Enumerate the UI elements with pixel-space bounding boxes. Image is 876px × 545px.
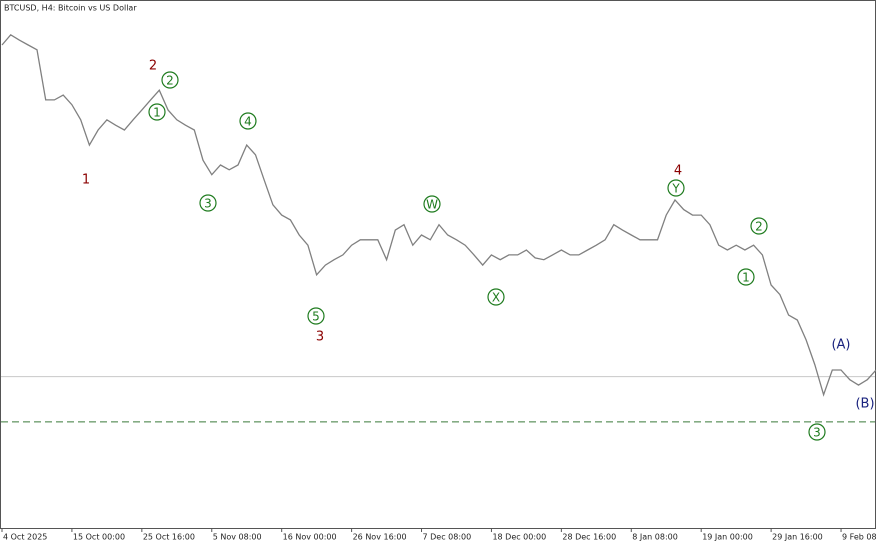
x-tick-label: 18 Dec 00:00: [492, 533, 546, 542]
price-line: [1, 33, 876, 397]
wave-circle: [307, 307, 325, 325]
x-tick-label: 26 Nov 16:00: [353, 533, 407, 542]
wave-label: W: [426, 198, 438, 212]
wave-circle: [487, 288, 505, 306]
wave-circle: [199, 194, 217, 212]
x-tick-label: 16 Nov 00:00: [283, 533, 337, 542]
wave-label: 1: [742, 271, 750, 285]
x-tick-label: 5 Nov 08:00: [213, 533, 262, 542]
wave-label: 5: [312, 310, 320, 324]
wave-label: 3: [316, 330, 324, 345]
x-tick-label: 8 Jan 08:00: [632, 533, 678, 542]
wave-circle: [148, 103, 166, 121]
wave-circle: [667, 179, 685, 197]
wave-label: Y: [671, 182, 680, 196]
wave-label: 3: [813, 426, 821, 440]
plot-frame: [0, 0, 876, 529]
wave-circle: [161, 71, 179, 89]
wave-label: 3: [204, 197, 212, 211]
wave-label: 4: [244, 115, 252, 129]
wave-circle: [750, 217, 768, 235]
chart-title: BTCUSD, H4: Bitcoin vs US Dollar: [4, 4, 137, 13]
wave-label: 2: [166, 74, 174, 88]
x-tick-label: 7 Dec 08:00: [423, 533, 472, 542]
x-tick-label: 4 Oct 2025: [3, 533, 47, 542]
x-tick-label: 19 Jan 00:00: [702, 533, 753, 542]
wave-label: 2: [149, 59, 157, 74]
x-tick-label: 29 Jan 16:00: [772, 533, 823, 542]
wave-circle: [423, 195, 441, 213]
wave-label: X: [492, 291, 500, 305]
wave-circle: [239, 112, 257, 130]
wave-label: 2: [755, 220, 763, 234]
x-tick-label: 9 Feb 08:00: [842, 533, 876, 542]
wave-label: 1: [82, 173, 90, 188]
wave-circle: [737, 268, 755, 286]
wave-label: 4: [674, 164, 682, 179]
wave-label: 1: [153, 106, 161, 120]
wave-label: (B): [855, 397, 874, 412]
x-tick-label: 25 Oct 16:00: [143, 533, 195, 542]
x-tick-label: 15 Oct 00:00: [73, 533, 125, 542]
wave-circle: [808, 423, 826, 441]
x-tick-label: 28 Dec 16:00: [562, 533, 616, 542]
wave-label: (A): [831, 338, 850, 353]
